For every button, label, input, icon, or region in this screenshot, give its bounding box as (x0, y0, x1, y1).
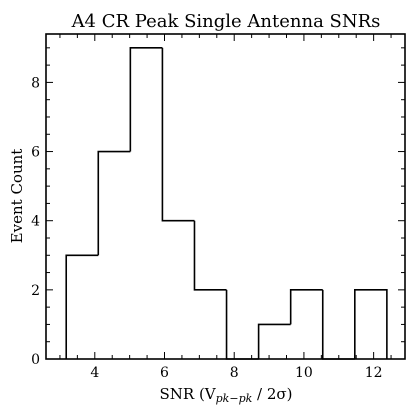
y-tick-label: 4 (31, 214, 40, 230)
y-tick-label: 0 (31, 352, 40, 368)
x-tick-label: 6 (160, 365, 169, 381)
histogram-bin-1 (97, 150, 131, 256)
histogram-bin-5 (225, 289, 259, 360)
x-tick-label: 12 (365, 365, 383, 381)
histogram-bin-7 (289, 289, 323, 325)
y-axis-label: Event Count (8, 149, 26, 244)
x-tick-label: 8 (230, 365, 239, 381)
histogram-bin-8 (321, 289, 355, 360)
x-axis-label-subscript: pk−pk (216, 392, 253, 405)
y-tick-label: 8 (31, 75, 40, 91)
y-tick-label: 2 (31, 283, 40, 299)
x-tick-label: 4 (90, 365, 99, 381)
histogram-bin-3 (161, 47, 195, 222)
histogram-bin-2 (129, 47, 163, 152)
x-axis-label-main: SNR (V (159, 385, 216, 403)
plot-frame (45, 33, 406, 360)
x-axis-label: SNR (Vpk−pk / 2σ) (159, 385, 292, 405)
histogram-steps (65, 47, 388, 360)
histogram-bin-0 (65, 254, 99, 359)
histogram-bin-6 (257, 323, 291, 359)
x-axis-ticks: 4 6 8 10 12 (59, 34, 392, 381)
histogram-bin-9 (354, 289, 388, 359)
x-tick-label: 10 (295, 365, 313, 381)
x-axis-label-tail: / 2σ) (252, 385, 292, 403)
y-tick-label: 6 (31, 145, 40, 161)
histogram-bin-4 (193, 220, 227, 291)
chart-title: A4 CR Peak Single Antenna SNRs (71, 11, 381, 32)
y-axis-ticks: 0 2 4 6 8 (31, 47, 405, 368)
